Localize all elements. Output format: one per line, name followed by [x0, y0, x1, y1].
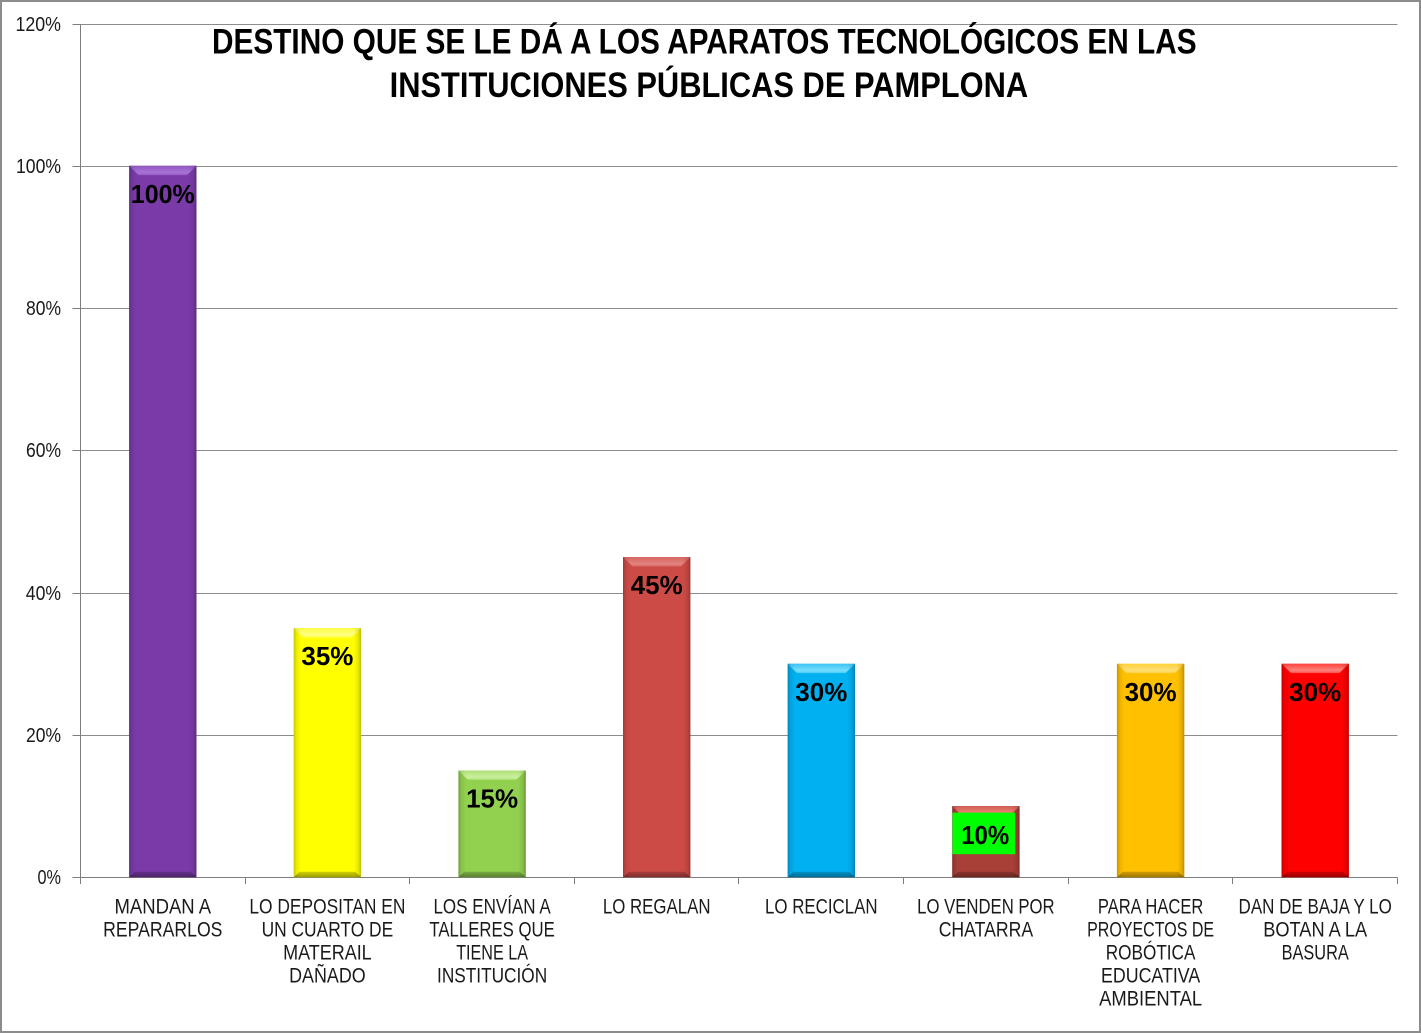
svg-text:AMBIENTAL: AMBIENTAL — [1099, 987, 1202, 1011]
svg-text:TIENE LA: TIENE LA — [456, 941, 528, 965]
svg-text:MATERAIL: MATERAIL — [283, 941, 372, 965]
svg-text:TALLERES QUE: TALLERES QUE — [429, 918, 554, 942]
svg-text:40%: 40% — [26, 583, 61, 605]
svg-text:30%: 30% — [1289, 679, 1341, 707]
svg-text:100%: 100% — [16, 156, 61, 178]
svg-text:0%: 0% — [38, 867, 62, 889]
svg-text:DAÑADO: DAÑADO — [289, 963, 366, 988]
svg-text:REPARARLOS: REPARARLOS — [103, 918, 222, 942]
svg-text:INSTITUCIONES PÚBLICAS DE PAMP: INSTITUCIONES PÚBLICAS DE PAMPLONA — [390, 65, 1029, 105]
svg-text:ROBÓTICA: ROBÓTICA — [1106, 940, 1196, 965]
svg-text:UN CUARTO DE: UN CUARTO DE — [262, 918, 394, 942]
svg-text:BASURA: BASURA — [1282, 941, 1350, 965]
svg-text:45%: 45% — [631, 572, 683, 600]
svg-text:PARA HACER: PARA HACER — [1098, 895, 1203, 919]
svg-text:EDUCATIVA: EDUCATIVA — [1101, 964, 1201, 988]
svg-text:15%: 15% — [466, 786, 518, 814]
svg-text:INSTITUCIÓN: INSTITUCIÓN — [437, 963, 547, 988]
svg-text:DAN DE BAJA Y LO: DAN DE BAJA Y LO — [1239, 895, 1392, 919]
svg-text:LOS ENVÍAN A: LOS ENVÍAN A — [433, 894, 551, 919]
svg-text:DESTINO QUE SE LE DÁ A LOS APA: DESTINO QUE SE LE DÁ A LOS APARATOS TECN… — [212, 22, 1197, 62]
svg-text:100%: 100% — [131, 181, 195, 209]
svg-text:30%: 30% — [795, 679, 847, 707]
svg-text:LO RECICLAN: LO RECICLAN — [765, 895, 878, 919]
svg-text:35%: 35% — [301, 643, 353, 671]
svg-text:80%: 80% — [26, 298, 61, 320]
svg-text:LO REGALAN: LO REGALAN — [603, 895, 711, 919]
svg-text:20%: 20% — [26, 725, 61, 747]
svg-text:10%: 10% — [961, 822, 1009, 850]
svg-text:60%: 60% — [26, 440, 61, 462]
svg-text:LO VENDEN POR: LO VENDEN POR — [917, 895, 1055, 919]
svg-text:BOTAN A LA: BOTAN A LA — [1263, 918, 1368, 942]
svg-text:MANDAN A: MANDAN A — [114, 895, 211, 919]
svg-text:120%: 120% — [16, 14, 62, 36]
svg-text:CHATARRA: CHATARRA — [939, 918, 1034, 942]
svg-text:PROYECTOS DE: PROYECTOS DE — [1087, 918, 1214, 942]
svg-text:30%: 30% — [1125, 679, 1177, 707]
svg-text:LO DEPOSITAN EN: LO DEPOSITAN EN — [249, 895, 405, 919]
